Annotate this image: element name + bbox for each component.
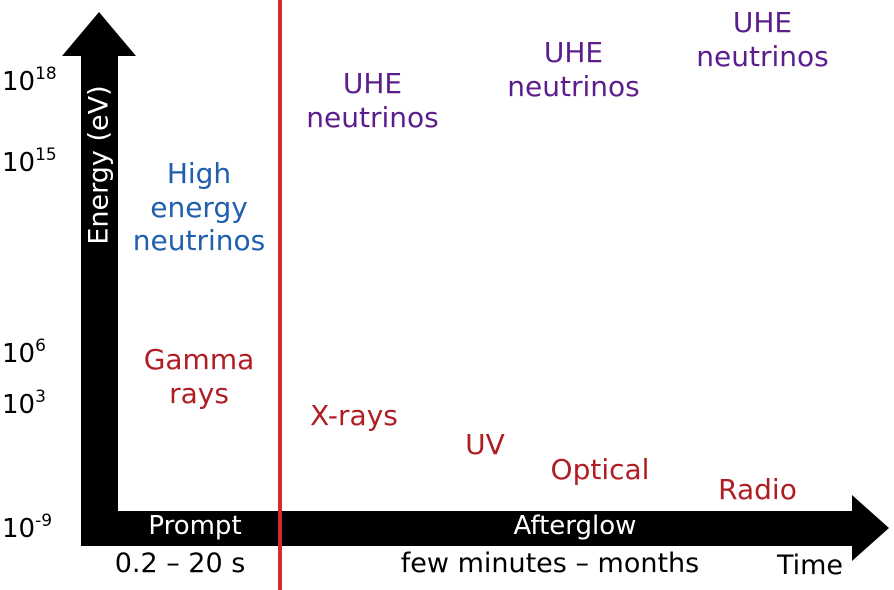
high-energy-neutrinos-label: High energy neutrinos	[132, 157, 266, 258]
y-axis-label: Energy (eV)	[83, 85, 115, 245]
xrays-label: X-rays	[310, 399, 398, 432]
time-axis-arrow	[81, 495, 889, 561]
x-axis-label: Time	[776, 550, 844, 581]
uv-label: UV	[465, 428, 505, 461]
radio-label: Radio	[718, 473, 797, 506]
afterglow-duration-label: few minutes – months	[400, 548, 700, 579]
uhe-neutrinos-label-2: UHE neutrinos	[507, 36, 640, 103]
y-tick-1e6: 106	[2, 336, 46, 370]
y-tick-1e18: 1018	[2, 64, 57, 98]
gamma-rays-label: Gamma rays	[143, 343, 255, 410]
optical-label: Optical	[550, 453, 650, 486]
y-tick-1e3: 103	[2, 387, 46, 421]
energy-axis-arrow	[62, 12, 136, 546]
uhe-neutrinos-label-1: UHE neutrinos	[306, 67, 439, 134]
uhe-neutrinos-label-3: UHE neutrinos	[696, 6, 829, 73]
prompt-duration-label: 0.2 – 20 s	[114, 548, 246, 579]
prompt-phase-label: Prompt	[148, 511, 242, 541]
y-tick-1e-9: 10-9	[2, 511, 53, 545]
y-tick-1e15: 1015	[2, 145, 57, 179]
afterglow-phase-label: Afterglow	[513, 511, 637, 541]
